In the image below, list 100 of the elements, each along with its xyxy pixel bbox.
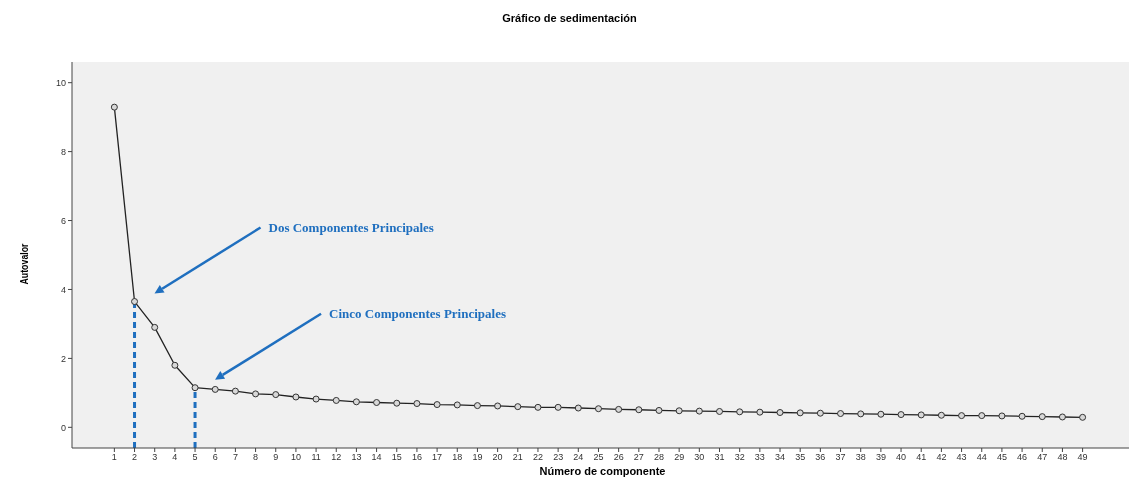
x-tick-label: 9 [273,452,279,463]
point [796,409,804,417]
point [655,406,663,414]
point [837,410,845,418]
y-axis-title: Autovalor [18,242,30,287]
x-tick-label: 2 [132,452,138,463]
point [816,409,824,417]
x-tick-label: 47 [1037,452,1048,463]
point [958,412,966,420]
x-tick-label: 10 [290,452,301,463]
point [312,395,320,403]
point [756,408,764,416]
y-tick-label: 8 [60,146,66,157]
x-tick-label: 12 [331,452,342,463]
x-tick-label: 30 [694,452,705,463]
x-tick-label: 19 [472,452,483,463]
point [937,411,945,419]
x-tick-label: 42 [936,452,947,463]
point [716,407,724,415]
point [393,399,401,407]
x-tick-label: 48 [1057,452,1068,463]
x-tick-label: 44 [976,452,987,463]
x-axis-title: Número de componente [538,465,667,477]
x-tick-label: 31 [714,452,725,463]
x-tick-label: 37 [835,452,846,463]
x-tick-label: 3 [152,452,158,463]
point [453,401,461,409]
x-tick-label: 29 [674,452,685,463]
point [373,399,381,407]
point [594,405,602,413]
point [615,405,623,413]
point [574,404,582,412]
point [473,402,481,410]
point [110,103,118,111]
point [998,412,1006,420]
x-tick-label: 27 [633,452,644,463]
x-tick-label: 41 [916,452,927,463]
x-tick-label: 15 [391,452,402,463]
point [1038,413,1046,421]
point [292,393,300,401]
x-tick-label: 32 [734,452,745,463]
x-tick-label: 6 [212,452,218,463]
point [897,411,905,419]
x-tick-label: 26 [613,452,624,463]
x-tick-label: 38 [855,452,866,463]
x-tick-label: 28 [653,452,665,463]
point [695,407,703,415]
point [252,390,260,398]
x-tick-label: 5 [192,452,198,463]
x-tick-label: 39 [875,452,886,463]
x-tick-label: 16 [411,452,422,463]
x-tick-label: 7 [232,452,238,463]
point [534,403,542,411]
point [978,412,986,420]
x-tick-label: 20 [492,452,503,463]
point [1058,413,1066,421]
x-tick-label: 43 [956,452,967,463]
point [675,407,683,415]
annotation: Cinco Componentes Principales [329,305,506,321]
x-tick-label: 24 [573,452,584,463]
x-tick-label: 34 [775,452,786,463]
point [191,384,199,392]
point [413,400,421,408]
x-tick-label: 17 [432,452,443,463]
x-tick-label: 35 [795,452,806,463]
x-tick-label: 22 [532,452,543,463]
point [1079,413,1087,421]
x-tick-label: 8 [253,452,259,463]
point [554,403,562,411]
x-tick-label: 40 [896,452,907,463]
x-tick-label: 46 [1017,452,1028,463]
point [272,391,280,399]
point [171,361,179,369]
x-tick-label: 21 [512,452,523,463]
point [877,410,885,418]
x-tick-label: 23 [553,452,564,463]
y-tick-label: 2 [60,353,66,364]
point [332,396,340,404]
x-tick-label: 11 [311,452,321,463]
x-tick-label: 25 [593,452,604,463]
x-tick-label: 45 [996,452,1007,463]
y-tick-label: 10 [55,77,66,88]
point [917,411,925,419]
point [131,298,139,306]
point [352,398,360,406]
point [857,410,865,418]
annotation: Dos Componentes Principales [268,219,434,235]
x-tick-label: 33 [754,452,765,463]
x-tick-label: 4 [172,452,178,463]
point [1018,412,1026,420]
point [211,385,219,393]
x-tick-label: 14 [371,452,382,463]
x-tick-label: 13 [351,452,362,463]
y-tick-label: 4 [60,284,66,295]
x-tick-label: 18 [452,452,463,463]
x-tick-label: 36 [815,452,826,463]
point [151,323,159,331]
point [635,406,643,414]
x-tick-label: 49 [1077,452,1088,463]
x-tick-label: 1 [111,452,117,463]
